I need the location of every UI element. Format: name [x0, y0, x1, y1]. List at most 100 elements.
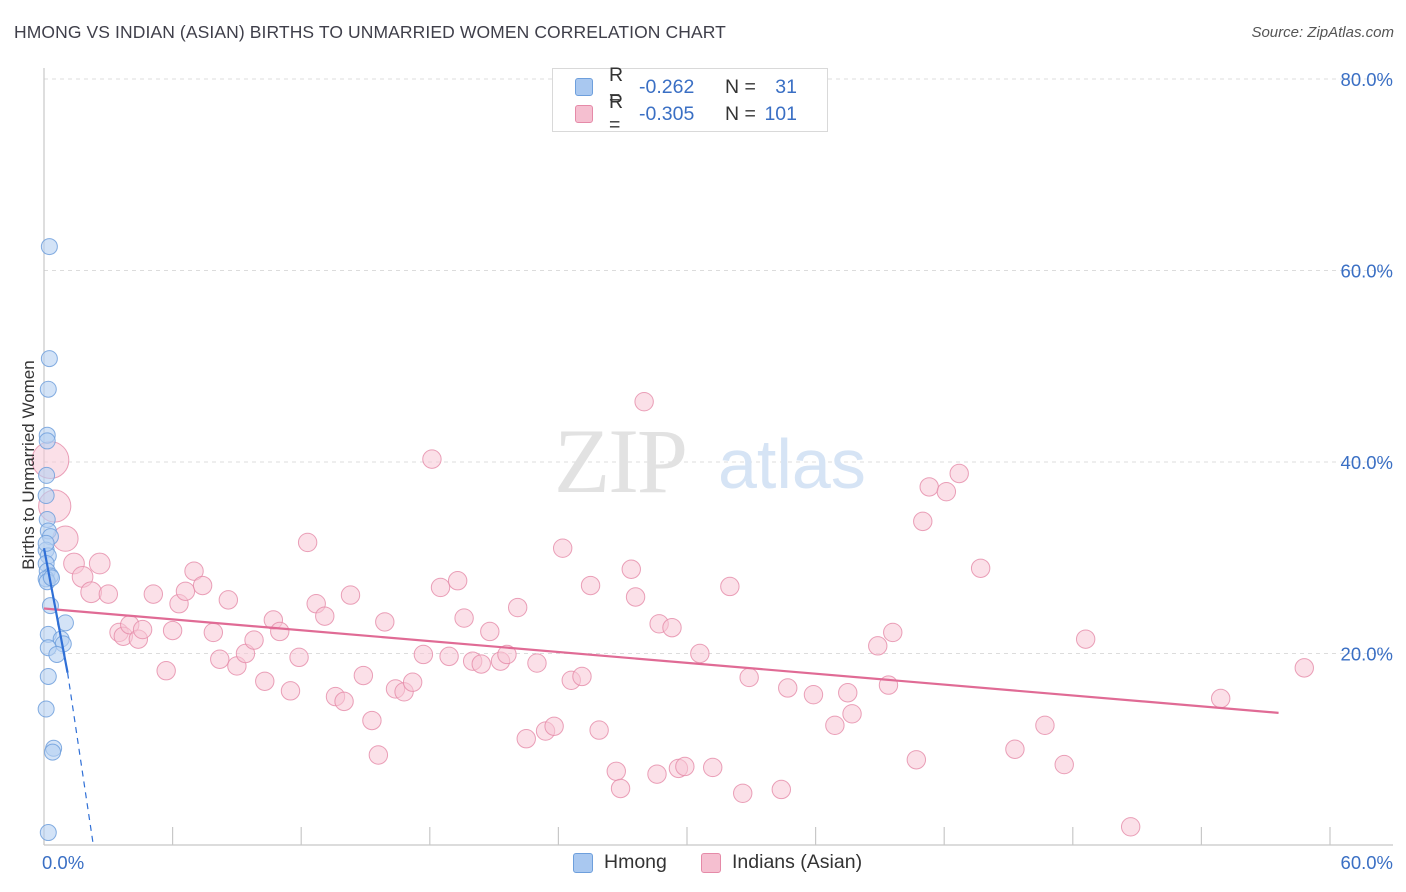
- n-value: 101: [764, 102, 797, 125]
- indians-point: [497, 644, 517, 665]
- indians-point: [580, 575, 601, 596]
- n-label: N =: [725, 102, 756, 125]
- indians-point: [368, 745, 389, 765]
- indians-point: [480, 621, 500, 642]
- legend-row-indians: R = -0.305 N = 101: [575, 91, 797, 136]
- indians-point: [516, 729, 536, 749]
- indians-point: [778, 678, 798, 698]
- indians-point: [838, 683, 858, 703]
- indians-point: [842, 704, 862, 724]
- indians-point: [868, 636, 888, 656]
- y-tick-label: 60.0%: [1341, 261, 1393, 282]
- indians-point: [913, 511, 933, 532]
- indians-point: [544, 716, 564, 736]
- indians-point: [334, 691, 354, 712]
- indians-point: [527, 653, 547, 673]
- indians-point: [353, 665, 374, 686]
- indians-point: [675, 756, 695, 777]
- tick-labels: 80.0% 60.0% 40.0% 20.0% 0.0% 60.0%: [42, 69, 1393, 873]
- r-label: R =: [609, 91, 624, 136]
- indians-point: [218, 590, 239, 610]
- indians-trend-line: [43, 607, 1279, 714]
- indians-point: [739, 667, 759, 688]
- indians-point: [572, 666, 592, 687]
- indians-point: [621, 559, 641, 579]
- indians-point: [132, 619, 153, 640]
- hmong-trend-line: [42, 547, 69, 673]
- legend-row-hmong: R = -0.262 N = 31: [575, 64, 797, 109]
- hmong-point: [37, 700, 55, 718]
- correlation-legend: R = -0.262 N = 31 R = -0.305 N = 101: [552, 64, 828, 136]
- y-tick-label: 80.0%: [1341, 69, 1393, 90]
- indians-point: [297, 532, 318, 553]
- indians-point: [1075, 629, 1096, 649]
- chart-title: HMONG VS INDIAN (ASIAN) BIRTHS TO UNMARR…: [14, 22, 726, 42]
- legend-item-hmong[interactable]: Hmong: [573, 851, 667, 874]
- indians-point: [949, 463, 969, 484]
- legend-item-indians[interactable]: Indians (Asian): [701, 851, 862, 874]
- indians-point: [422, 449, 442, 469]
- indians-point: [184, 561, 204, 581]
- indians-point: [156, 661, 176, 681]
- indians-point: [1035, 715, 1055, 736]
- hmong-swatch: [573, 852, 593, 873]
- trend-lines: [42, 547, 1279, 846]
- indians-point: [825, 715, 845, 736]
- r-value: -0.305: [639, 102, 695, 125]
- indians-point: [175, 581, 196, 601]
- indians-point: [402, 672, 423, 692]
- indians-point: [1005, 739, 1025, 759]
- hmong-point: [40, 238, 58, 256]
- n-value: 31: [775, 75, 797, 98]
- indians-point: [210, 649, 230, 669]
- legend-label-hmong: Hmong: [604, 851, 667, 873]
- indians-point: [315, 606, 335, 626]
- hmong-point: [38, 432, 56, 450]
- indians-point: [662, 617, 682, 638]
- hmong-point: [39, 380, 57, 398]
- indians-point: [471, 654, 491, 674]
- indians-point: [289, 647, 309, 668]
- indians-point: [936, 481, 957, 502]
- x-tick-label: 60.0%: [1341, 852, 1393, 873]
- hmong-point: [44, 743, 62, 761]
- watermark-zip: ZIP: [554, 410, 686, 512]
- indians-point: [192, 575, 213, 596]
- indians-point: [88, 552, 111, 575]
- watermark-atlas: atlas: [718, 425, 866, 503]
- hmong-trend-extension: [66, 672, 94, 846]
- indians-point: [589, 720, 609, 740]
- y-tick-label: 20.0%: [1341, 644, 1393, 665]
- r-value: -0.262: [639, 75, 695, 98]
- indians-point: [98, 584, 119, 604]
- indians-point: [1210, 688, 1231, 709]
- indians-point: [703, 757, 723, 778]
- indians-point: [919, 477, 939, 497]
- indians-point: [413, 644, 434, 665]
- indians-point: [439, 646, 459, 667]
- y-tick-label: 40.0%: [1341, 452, 1393, 473]
- indians-point: [883, 622, 903, 643]
- hmong-point: [39, 667, 57, 685]
- hmong-point: [37, 487, 55, 505]
- indians-point: [244, 630, 264, 650]
- n-label: N =: [725, 75, 756, 98]
- indians-point: [803, 684, 824, 705]
- indians-point: [143, 584, 164, 604]
- r-label: R =: [609, 64, 624, 109]
- indians-point: [430, 577, 451, 598]
- indians-swatch: [701, 852, 721, 873]
- axes: [43, 68, 1393, 846]
- hmong-swatch: [575, 78, 593, 96]
- indians-point: [634, 391, 654, 412]
- indians-point: [720, 576, 740, 597]
- indians-point: [507, 597, 528, 618]
- indians-point: [906, 750, 927, 770]
- x-tick-label: 0.0%: [42, 852, 84, 873]
- indians-point: [375, 612, 395, 632]
- source-label: Source: ZipAtlas.com: [1251, 24, 1394, 41]
- gridlines: [44, 78, 1393, 654]
- indians-point: [340, 585, 361, 605]
- indians-point: [80, 581, 103, 604]
